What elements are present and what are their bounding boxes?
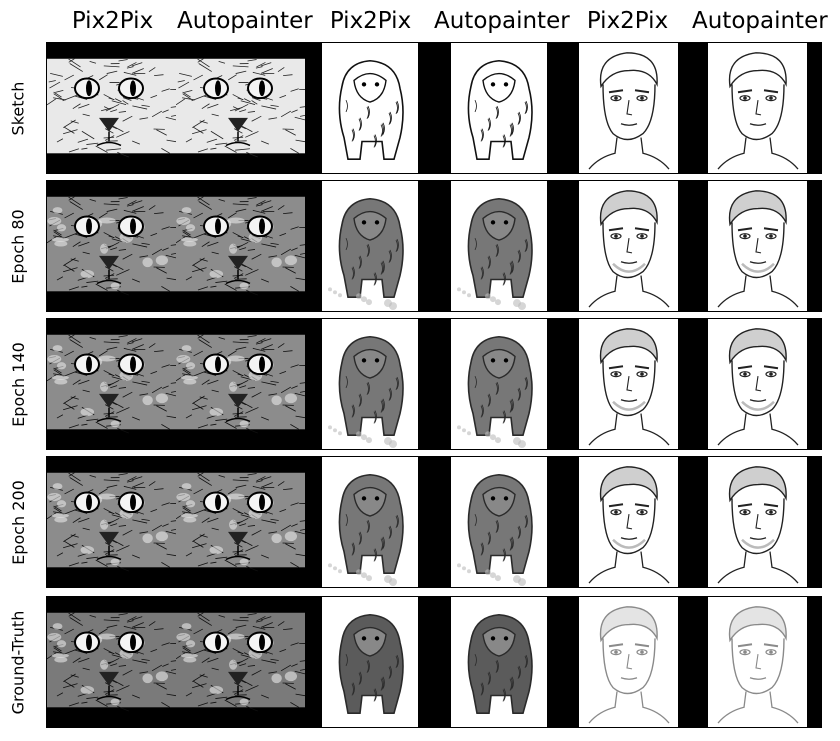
beast-image	[451, 319, 547, 449]
cat-illustration	[176, 457, 305, 587]
row-label-text: Epoch 80	[8, 208, 28, 284]
row-label-5: Ground-Truth	[2, 596, 34, 728]
beast-image	[322, 43, 418, 173]
beast-image	[451, 43, 547, 173]
cat-illustration	[176, 597, 305, 727]
beast-illustration	[451, 181, 547, 311]
face-image	[708, 597, 807, 727]
beast-illustration	[451, 43, 547, 173]
column-title-4: Autopainter	[434, 8, 570, 34]
beast-illustration	[451, 597, 547, 727]
cat-image	[47, 43, 176, 173]
beast-image	[322, 319, 418, 449]
beast-illustration	[451, 457, 547, 587]
beast-image	[322, 181, 418, 311]
face-illustration	[708, 457, 807, 587]
image-row-3	[46, 318, 822, 450]
column-title-6: Autopainter	[692, 8, 828, 34]
cat-illustration	[47, 457, 176, 587]
column-title-3: Pix2Pix	[329, 8, 412, 34]
beast-image	[322, 597, 418, 727]
face-image	[579, 457, 678, 587]
row-label-text: Sketch	[8, 81, 28, 135]
beast-illustration	[451, 319, 547, 449]
beast-image	[451, 597, 547, 727]
face-illustration	[708, 181, 807, 311]
face-image	[579, 181, 678, 311]
image-row-1	[46, 42, 822, 174]
face-image	[708, 319, 807, 449]
cat-illustration	[176, 43, 305, 173]
cat-image	[176, 181, 305, 311]
beast-image	[322, 457, 418, 587]
column-title-2: Autopainter	[177, 8, 313, 34]
face-illustration	[708, 597, 807, 727]
cat-illustration	[47, 319, 176, 449]
row-label-text: Ground-Truth	[8, 610, 28, 714]
row-label-text: Epoch 140	[8, 341, 28, 427]
face-image	[708, 181, 807, 311]
row-label-3: Epoch 140	[2, 318, 34, 450]
beast-illustration	[322, 457, 418, 587]
cat-image	[47, 319, 176, 449]
cat-image	[47, 457, 176, 587]
face-illustration	[579, 181, 678, 311]
face-image	[579, 43, 678, 173]
cat-illustration	[47, 43, 176, 173]
row-label-text: Epoch 200	[8, 479, 28, 565]
cat-image	[176, 457, 305, 587]
cat-image	[176, 319, 305, 449]
face-image	[579, 319, 678, 449]
row-label-4: Epoch 200	[2, 456, 34, 588]
beast-image	[451, 181, 547, 311]
face-illustration	[579, 457, 678, 587]
image-row-4	[46, 456, 822, 588]
face-image	[708, 457, 807, 587]
beast-illustration	[322, 597, 418, 727]
beast-illustration	[322, 319, 418, 449]
face-image	[708, 43, 807, 173]
row-label-2: Epoch 80	[2, 180, 34, 312]
face-illustration	[579, 43, 678, 173]
face-image	[579, 597, 678, 727]
face-illustration	[708, 319, 807, 449]
column-title-1: Pix2Pix	[71, 8, 154, 34]
image-row-2	[46, 180, 822, 312]
face-illustration	[579, 319, 678, 449]
face-illustration	[579, 597, 678, 727]
cat-image	[176, 597, 305, 727]
beast-image	[451, 457, 547, 587]
face-illustration	[708, 43, 807, 173]
cat-illustration	[47, 181, 176, 311]
cat-image	[47, 597, 176, 727]
row-label-1: Sketch	[2, 42, 34, 174]
column-title-5: Pix2Pix	[586, 8, 669, 34]
cat-image	[176, 43, 305, 173]
cat-illustration	[47, 597, 176, 727]
cat-image	[47, 181, 176, 311]
beast-illustration	[322, 181, 418, 311]
beast-illustration	[322, 43, 418, 173]
cat-illustration	[176, 181, 305, 311]
cat-illustration	[176, 319, 305, 449]
image-row-5	[46, 596, 822, 728]
